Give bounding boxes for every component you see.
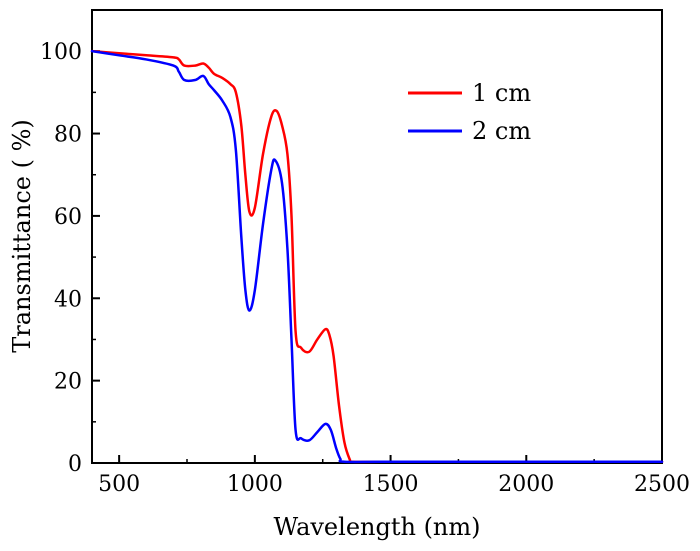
y-tick-label: 40 [54,287,82,312]
x-tick-label: 2000 [498,472,554,497]
plot-frame [91,9,663,464]
y-tick-label: 80 [54,123,82,148]
y-axis-title: Transmittance ( %) [8,119,36,352]
legend-label: 2 cm [472,117,531,145]
legend: 1 cm 2 cm [408,79,531,145]
x-tick-label: 500 [98,472,140,497]
x-axis-title: Wavelength (nm) [273,513,480,541]
y-tick-label: 20 [54,370,82,395]
series-line-2 [90,49,664,464]
series-line-1 [90,49,664,464]
x-axis-ticks: 500 1000 1500 2000 2500 [98,455,690,497]
legend-label: 1 cm [472,79,531,107]
y-tick-label: 100 [40,40,82,65]
y-tick-label: 60 [54,205,82,230]
x-tick-label: 2500 [634,472,690,497]
y-axis-ticks: 0 20 40 60 80 100 [40,40,100,477]
x-tick-label: 1500 [363,472,419,497]
x-tick-label: 1000 [227,472,283,497]
series-layer [90,49,664,464]
y-tick-label: 0 [68,452,82,477]
